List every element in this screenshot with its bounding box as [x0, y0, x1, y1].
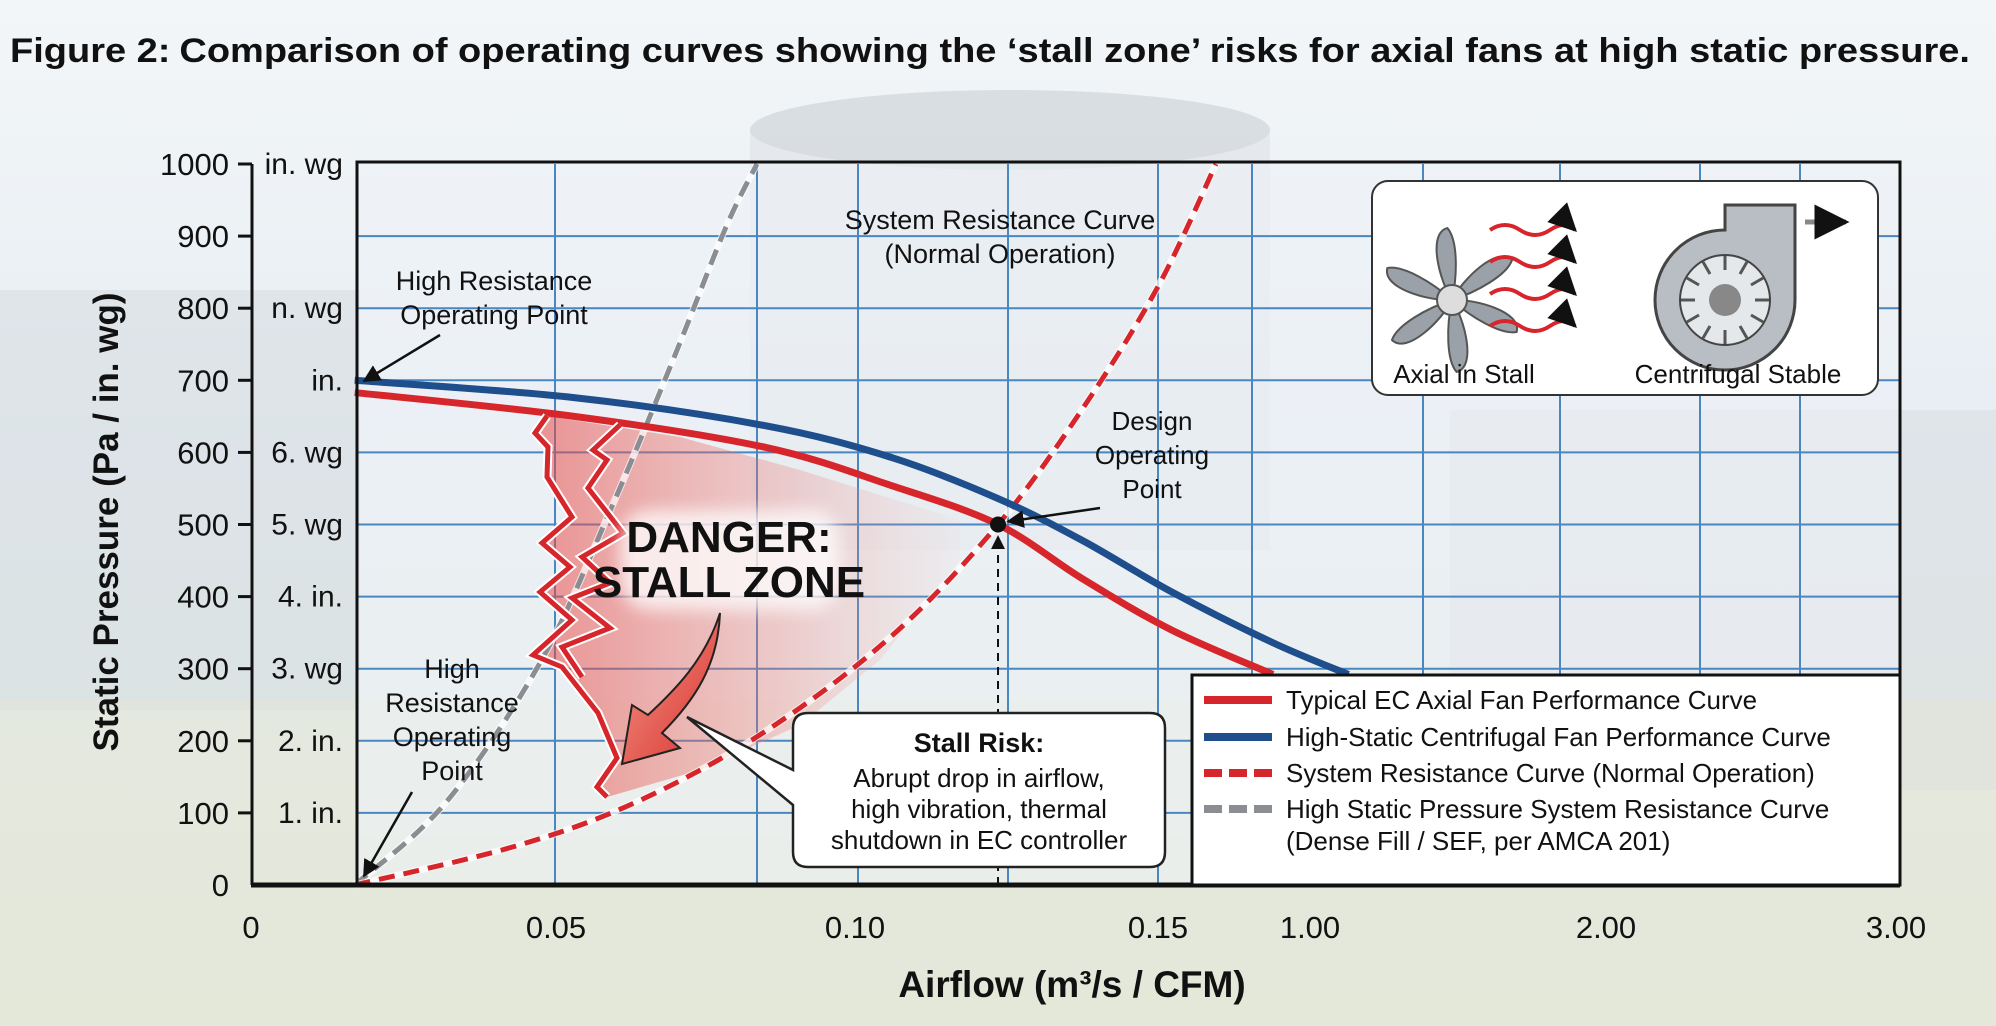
legend-entry-label: High-Static Centrifugal Fan Performance …	[1286, 722, 1831, 752]
x-tick-label: 2.00	[1576, 910, 1636, 945]
axial-in-stall-label: Axial in Stall	[1393, 359, 1535, 389]
high-resistance-bottom-label: High	[424, 654, 480, 684]
y-secondary-tick-label: in. wg	[265, 148, 343, 181]
x-axis-title: Airflow (m³/s / CFM)	[898, 964, 1245, 1005]
stall-risk-body-line: Abrupt drop in airflow,	[853, 763, 1104, 793]
wheel-vane	[1686, 276, 1700, 287]
series-line-2	[354, 162, 1219, 888]
x-tick-label: 3.00	[1866, 910, 1926, 945]
figure-title: Figure 2: Comparison of operating curves …	[10, 32, 1970, 70]
y-secondary-tick-label: n. wg	[271, 292, 343, 325]
fan-hub	[1436, 284, 1468, 316]
centrifugal-fan-icon	[1653, 203, 1850, 372]
series-line-1	[354, 376, 1350, 678]
legend-entry-label: Typical EC Axial Fan Performance Curve	[1286, 685, 1757, 715]
y-tick-label: 200	[177, 724, 229, 759]
y-tick-label: 400	[177, 580, 229, 615]
high-resistance-bottom-arrow	[362, 791, 414, 878]
x-tick-label: 0.10	[825, 910, 885, 945]
high-resistance-top-label: High Resistance	[396, 266, 593, 296]
legend-box	[1190, 673, 1902, 887]
y-secondary-tick-label: 5. wg	[271, 509, 343, 542]
high-resistance-top-label: Operating Point	[400, 300, 588, 330]
x-tick-label: 0.15	[1128, 910, 1188, 945]
y-tick-label: 300	[177, 652, 229, 687]
system-curve-label: (Normal Operation)	[884, 239, 1115, 269]
centrifugal-stable-label: Centrifugal Stable	[1635, 359, 1842, 389]
stall-curved-arrow-icon	[620, 612, 721, 766]
x-tick-label: 0	[242, 910, 259, 945]
y-axis-title: Static Pressure (Pa / in. wg)	[87, 292, 126, 751]
y-secondary-tick-label: in.	[311, 364, 343, 397]
design-point-label: Design	[1112, 406, 1193, 436]
wheel-vane	[1701, 325, 1712, 339]
y-tick-label: 0	[212, 868, 229, 903]
fan-blade	[1386, 266, 1455, 302]
legend-entry-label: System Resistance Curve (Normal Operatio…	[1286, 758, 1815, 788]
high-resistance-bottom-label: Operating	[393, 722, 512, 752]
legend-entry-label: High Static Pressure System Resistance C…	[1286, 794, 1829, 824]
wheel-vane	[1738, 325, 1749, 339]
centrifugal-hub	[1709, 284, 1741, 316]
y-secondary-tick-label: 6. wg	[271, 436, 343, 469]
fan-blade	[1447, 297, 1469, 374]
danger-label-text: STALL ZONE	[593, 558, 865, 607]
wheel-vane	[1738, 261, 1749, 275]
x-tick-label: 1.00	[1280, 910, 1340, 945]
high-resistance-top-arrow	[362, 333, 441, 383]
wheel-vane	[1686, 313, 1700, 324]
design-point-marker	[990, 516, 1007, 533]
fan-blade	[1449, 298, 1518, 334]
y-tick-label: 100	[177, 796, 229, 831]
high-resistance-bottom-label: Point	[421, 756, 483, 786]
y-secondary-tick-label: 1. in.	[278, 797, 343, 830]
airflow-wave-icon	[1488, 234, 1577, 269]
y-tick-label: 600	[177, 435, 229, 470]
fan-blade	[1390, 298, 1454, 345]
series-outline	[352, 162, 761, 888]
y-tick-label: 500	[177, 508, 229, 543]
danger-label-text: DANGER:	[626, 513, 831, 562]
figure-title-prefix: Figure 2:	[10, 32, 170, 70]
design-point-label: Point	[1122, 474, 1182, 504]
stall-risk-callout	[686, 711, 1167, 869]
danger-label: DANGER:STALL ZONE	[593, 510, 865, 610]
stall-risk-body-line: shutdown in EC controller	[831, 825, 1128, 855]
stall-risk-body-line: high vibration, thermal	[851, 794, 1107, 824]
legend: Typical EC Axial Fan Performance Curve Hi…	[1190, 673, 1902, 887]
y-tick-label: 800	[177, 291, 229, 326]
design-point-label: Operating	[1095, 440, 1209, 470]
wheel-vane	[1750, 313, 1764, 324]
stall-zigzag-line-1	[558, 423, 627, 679]
y-tick-label: 700	[177, 363, 229, 398]
figure-title-text: Comparison of operating curves showing t…	[179, 32, 1970, 70]
series-line-0	[354, 389, 1275, 678]
x-tick-label: 0.05	[526, 910, 586, 945]
wheel-vane	[1750, 276, 1764, 287]
legend-entry-label-line2: (Dense Fill / SEF, per AMCA 201)	[1286, 826, 1670, 856]
fan-comparison-inset: Axial in Stall Centrifugal Stable	[1371, 180, 1879, 396]
airflow-wave-icon	[1488, 298, 1577, 333]
y-secondary-tick-label: 4. in.	[278, 581, 343, 614]
airflow-wave-icon	[1488, 266, 1577, 301]
y-secondary-tick-label: 2. in.	[278, 725, 343, 758]
y-tick-label: 1000	[160, 147, 229, 182]
high-resistance-bottom-label: Resistance	[385, 688, 519, 718]
axial-fan-icon	[1386, 202, 1577, 374]
wheel-vane	[1701, 261, 1712, 275]
danger-label-glow	[620, 510, 840, 610]
design-point-arrow	[1006, 506, 1101, 528]
stall-zigzag-line-0	[528, 414, 620, 799]
system-curve-label: System Resistance Curve	[845, 205, 1156, 235]
fan-blade	[1435, 226, 1457, 303]
stall-risk-title: Stall Risk:	[914, 728, 1045, 758]
y-tick-label: 900	[177, 219, 229, 254]
y-secondary-tick-label: 3. wg	[271, 653, 343, 686]
airflow-wave-icon	[1488, 202, 1577, 237]
